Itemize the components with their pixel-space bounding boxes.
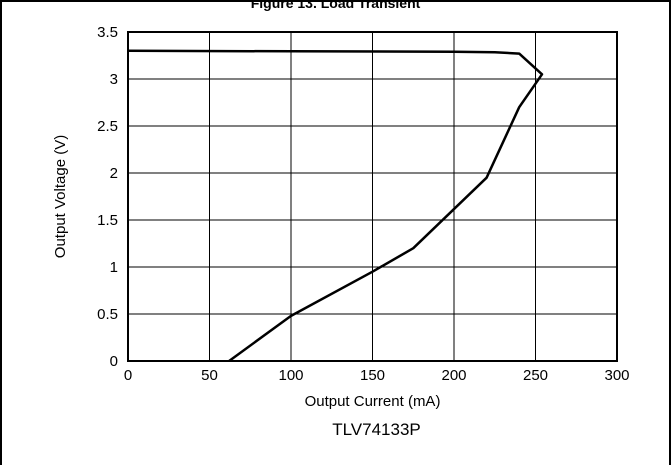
- x-tick-label: 300: [604, 367, 629, 384]
- series-group: [127, 49, 544, 363]
- y-tick-label: 0: [110, 353, 118, 370]
- y-tick-label: 1: [110, 259, 118, 276]
- y-tick-label: 1.5: [97, 212, 118, 229]
- data-point: [290, 315, 292, 317]
- y-tick-label: 3.5: [97, 24, 118, 41]
- data-point: [371, 271, 374, 273]
- data-point: [486, 177, 488, 179]
- data-point: [518, 53, 520, 55]
- chart-caption: TLV74133P: [332, 420, 421, 439]
- tick-labels: 0 50 100 150 200 250 300 0 0.5 1 1.5 2 2.5 3 3.5: [97, 24, 629, 384]
- x-tick-label: 50: [201, 367, 218, 384]
- page-border-top: [0, 0, 671, 2]
- data-point: [127, 50, 129, 52]
- y-tick-label: 2: [110, 165, 118, 182]
- grid: [127, 31, 618, 362]
- data-point: [528, 92, 530, 94]
- y-tick-label: 3: [110, 71, 118, 88]
- x-axis-title: Output Current (mA): [305, 393, 441, 410]
- data-point: [290, 50, 292, 52]
- y-axis-title: Output Voltage (V): [52, 135, 69, 258]
- data-point: [494, 51, 496, 53]
- data-point: [453, 51, 455, 53]
- x-tick-label: 150: [360, 367, 385, 384]
- plot-area-frame: [127, 31, 618, 362]
- x-tick-label: 250: [523, 367, 548, 384]
- page-border-left: [0, 0, 2, 465]
- x-tick-label: 100: [278, 367, 303, 384]
- page-border-right: [669, 0, 671, 465]
- y-tick-label: 0.5: [97, 306, 118, 323]
- x-tick-label: 0: [124, 367, 132, 384]
- data-point: [228, 360, 230, 362]
- data-point: [541, 73, 543, 75]
- figure-caption: Figure 13. Load Transient: [250, 0, 421, 11]
- y-tick-label: 2.5: [97, 118, 118, 135]
- data-point: [518, 106, 520, 108]
- data-point: [412, 247, 414, 249]
- x-tick-label: 200: [441, 367, 466, 384]
